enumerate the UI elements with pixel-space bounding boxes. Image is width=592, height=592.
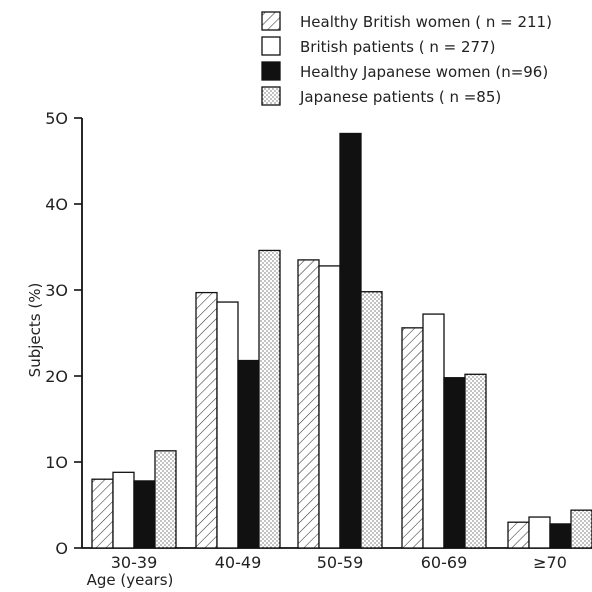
bar-white-1: [216, 301, 239, 549]
x-tick-label: 50-59: [317, 553, 364, 572]
legend-label: Healthy Japanese women (n=96): [300, 63, 548, 81]
bar-hatch-2: [297, 259, 320, 549]
legend-label: British patients ( n = 277): [300, 38, 495, 56]
bar-black-1: [237, 359, 260, 549]
bar-black-3: [443, 377, 466, 549]
legend-swatch-white: [261, 36, 281, 56]
bars: [91, 132, 592, 549]
y-tick-label: 1O: [45, 453, 68, 472]
x-axis: 30-39 40-49 50-59 60-69 ≥70: [111, 553, 567, 572]
bar-white-3: [422, 313, 445, 549]
legend-swatch-hatch: [261, 11, 281, 31]
bar-white-0: [112, 471, 135, 549]
bar-dots-2: [360, 291, 383, 549]
legend: Healthy British women ( n = 211) British …: [261, 11, 552, 106]
bar-hatch-1: [195, 291, 218, 549]
bar-hatch-4: [507, 521, 530, 549]
bar-hatch-3: [401, 327, 424, 549]
x-tick-label: 60-69: [421, 553, 468, 572]
y-tick-label: 4O: [45, 195, 68, 214]
y-tick-label: O: [55, 539, 68, 558]
bar-black-4: [549, 523, 572, 549]
bar-dots-4: [570, 509, 592, 549]
bar-white-4: [528, 516, 551, 549]
legend-swatch-dots: [261, 86, 281, 106]
y-axis: O 1O 2O 3O 4O 5O: [45, 109, 83, 558]
legend-label: Japanese patients ( n =85): [299, 88, 501, 106]
bar-white-2: [318, 265, 341, 549]
y-axis-title: Subjects (%): [26, 283, 44, 378]
bar-black-2: [339, 132, 362, 549]
bar-dots-0: [154, 450, 177, 549]
y-tick-label: 2O: [45, 367, 68, 386]
bar-black-0: [133, 480, 156, 549]
legend-label: Healthy British women ( n = 211): [300, 13, 552, 31]
y-tick-label: 5O: [45, 109, 68, 128]
bar-hatch-0: [91, 478, 114, 549]
y-tick-label: 3O: [45, 281, 68, 300]
x-tick-label: 30-39: [111, 553, 158, 572]
x-axis-title: Age (years): [87, 571, 174, 589]
bar-dots-1: [258, 249, 281, 549]
x-tick-label: ≥70: [533, 553, 567, 572]
legend-swatch-black: [261, 61, 281, 81]
x-tick-label: 40-49: [215, 553, 262, 572]
bar-dots-3: [464, 373, 487, 549]
